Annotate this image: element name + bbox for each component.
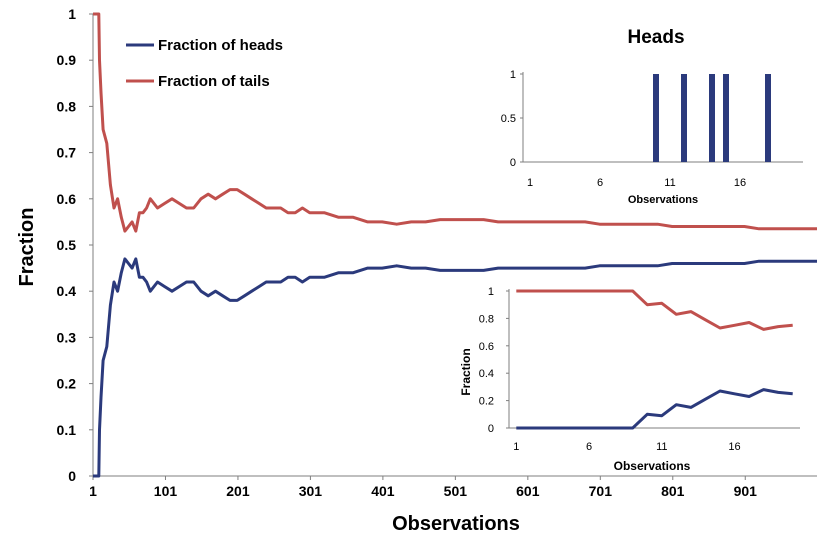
x-tick-label: 101 — [154, 483, 178, 499]
heads-inset-y-tick-label: 0.5 — [501, 113, 516, 125]
heads-bar — [765, 74, 771, 162]
heads-series-line — [93, 257, 817, 478]
fraction-inset-x-tick-label: 16 — [728, 441, 740, 453]
y-tick-label: 0.6 — [57, 191, 77, 207]
x-tick-label: 901 — [734, 483, 758, 499]
heads-inset-x-tick-label: 11 — [664, 177, 675, 189]
y-tick-label: 0 — [68, 468, 76, 484]
fraction-inset-tails-line — [516, 289, 793, 331]
fraction-inset-x-tick-label: 6 — [586, 441, 592, 453]
y-tick-label: 0.8 — [57, 98, 77, 114]
y-tick-label: 0.4 — [57, 283, 77, 299]
heads-inset-x-axis-title: Observations — [628, 194, 698, 206]
heads-inset-title: Heads — [627, 27, 684, 48]
y-tick-label: 0.1 — [57, 422, 77, 438]
fraction-inset-y-tick-label: 0.8 — [479, 313, 494, 325]
heads-bar — [709, 74, 715, 162]
y-tick-label: 0.2 — [57, 376, 77, 392]
legend-heads-label: Fraction of heads — [158, 37, 283, 54]
y-tick-label: 1 — [68, 6, 76, 22]
y-tick-label: 0.7 — [57, 145, 77, 161]
x-tick-label: 601 — [516, 483, 540, 499]
heads-inset-x-tick-label: 16 — [734, 177, 746, 189]
y-tick-label: 0.5 — [57, 237, 77, 253]
heads-bar — [723, 74, 729, 162]
fraction-inset-x-tick-label: 11 — [656, 441, 667, 453]
heads-inset-x-tick-label: 1 — [527, 177, 533, 189]
y-tick-label: 0.9 — [57, 52, 77, 68]
fraction-inset-heads-line — [516, 388, 793, 430]
legend-tails-label: Fraction of tails — [158, 73, 270, 90]
fraction-inset-y-tick-label: 0.2 — [479, 396, 494, 408]
fraction-inset-x-tick-label: 1 — [513, 441, 519, 453]
x-tick-label: 401 — [371, 483, 395, 499]
x-tick-label: 1 — [89, 483, 97, 499]
fraction-inset-y-tick-label: 1 — [488, 286, 494, 298]
tails-series-line — [93, 12, 817, 233]
x-axis-title: Observations — [392, 513, 520, 535]
heads-bar — [653, 74, 659, 162]
fraction-inset-y-tick-label: 0 — [488, 423, 494, 435]
main-plot: 00.10.20.30.40.50.60.70.80.911 101 201 301 4… — [16, 6, 817, 535]
x-tick-label: 801 — [661, 483, 685, 499]
heads-bar — [681, 74, 687, 162]
fraction-inset-y-axis-title: Fraction — [459, 348, 473, 395]
x-tick-label: 201 — [226, 483, 250, 499]
x-tick-label: 701 — [589, 483, 613, 499]
fraction-inset-y-tick-label: 0.4 — [479, 368, 494, 380]
heads-inset-x-tick-label: 6 — [597, 177, 603, 189]
heads-inset-y-tick-label: 0 — [510, 157, 516, 169]
y-axis-title: Fraction — [16, 208, 38, 287]
y-tick-label: 0.3 — [57, 329, 77, 345]
x-tick-label: 501 — [444, 483, 468, 499]
heads-inset-y-tick-label: 1 — [510, 69, 516, 81]
x-tick-label: 301 — [299, 483, 323, 499]
fraction-inset-x-axis-title: Observations — [614, 459, 691, 473]
fraction-inset-y-tick-label: 0.6 — [479, 341, 494, 353]
